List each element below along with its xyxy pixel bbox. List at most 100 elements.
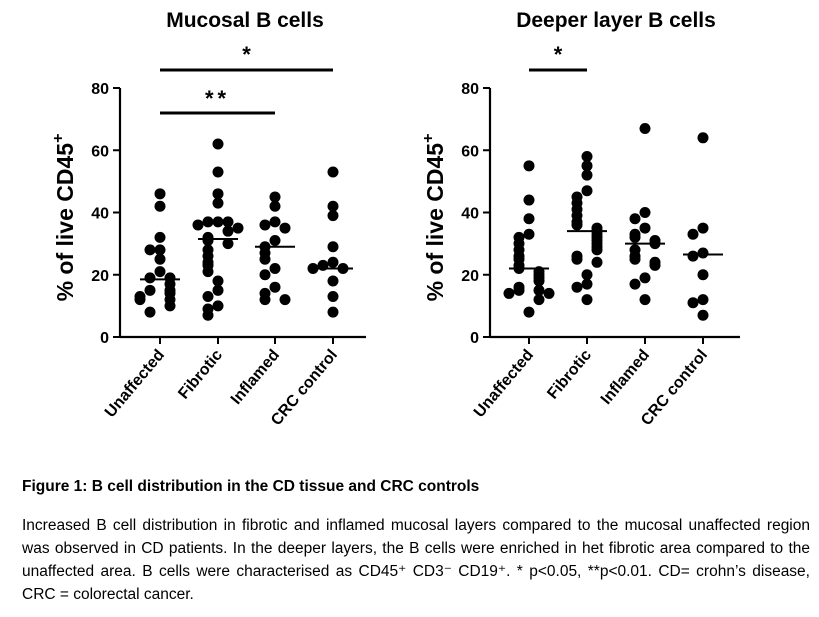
y-tick-label: 0 bbox=[100, 330, 109, 347]
x-tick-label: Inflamed bbox=[598, 347, 653, 408]
data-point bbox=[144, 306, 156, 318]
data-point bbox=[571, 253, 583, 265]
data-point bbox=[269, 200, 281, 212]
data-point bbox=[523, 306, 535, 318]
data-point bbox=[202, 291, 214, 303]
data-point bbox=[259, 294, 271, 306]
data-point bbox=[629, 253, 641, 265]
data-point bbox=[523, 213, 535, 225]
y-axis-title: % of live CD45+ bbox=[420, 134, 448, 302]
data-point bbox=[327, 291, 339, 303]
data-point bbox=[687, 228, 699, 240]
data-point bbox=[629, 278, 641, 290]
data-point bbox=[144, 272, 156, 284]
data-point bbox=[269, 191, 281, 203]
data-point bbox=[212, 300, 224, 312]
caption-title: Figure 1: B cell distribution in the CD … bbox=[22, 478, 480, 495]
data-point bbox=[639, 272, 651, 284]
data-point bbox=[591, 256, 603, 268]
data-point bbox=[222, 225, 234, 237]
figure-panels: Mucosal B cells % of live CD45+ 0 20 40 60 80 U… bbox=[50, 9, 740, 429]
data-point bbox=[533, 294, 545, 306]
data-point bbox=[154, 244, 166, 256]
data-point bbox=[259, 269, 271, 281]
data-point bbox=[212, 138, 224, 150]
data-point bbox=[269, 281, 281, 293]
data-point bbox=[222, 216, 234, 228]
data-point bbox=[629, 213, 641, 225]
data-point bbox=[192, 219, 204, 231]
data-point bbox=[144, 284, 156, 296]
data-point bbox=[697, 309, 709, 321]
x-tick-label: Inflamed bbox=[228, 347, 283, 408]
data-point bbox=[581, 278, 593, 290]
data-point bbox=[523, 194, 535, 206]
x-tick-label: Fibrotic bbox=[544, 347, 595, 403]
y-tick-label: 0 bbox=[470, 330, 479, 347]
data-point bbox=[649, 259, 661, 271]
data-point bbox=[212, 166, 224, 178]
y-tick-label: 80 bbox=[461, 81, 479, 98]
data-point bbox=[581, 160, 593, 172]
figure-caption: Figure 1: B cell distribution in the CD … bbox=[22, 478, 810, 606]
significance-label: ** bbox=[205, 86, 230, 111]
data-point bbox=[543, 287, 555, 299]
data-point bbox=[212, 275, 224, 287]
data-point bbox=[202, 266, 214, 278]
data-point bbox=[571, 219, 583, 231]
significance-label: * bbox=[554, 42, 563, 67]
data-point bbox=[571, 281, 583, 293]
data-point bbox=[212, 188, 224, 200]
y-tick-label: 60 bbox=[461, 143, 479, 160]
data-point bbox=[697, 294, 709, 306]
data-point bbox=[164, 300, 176, 312]
y-tick-label: 40 bbox=[461, 206, 479, 223]
data-point bbox=[279, 222, 291, 234]
data-point bbox=[591, 244, 603, 256]
data-point bbox=[327, 210, 339, 222]
data-point bbox=[259, 253, 271, 265]
data-point bbox=[327, 166, 339, 178]
data-point bbox=[629, 231, 641, 243]
data-point bbox=[639, 207, 651, 218]
data-point bbox=[581, 269, 593, 281]
data-point bbox=[269, 235, 281, 247]
data-point bbox=[697, 247, 709, 259]
data-point bbox=[154, 188, 166, 200]
data-point bbox=[327, 306, 339, 318]
data-point bbox=[259, 219, 271, 231]
x-tick-label: Fibrotic bbox=[175, 347, 226, 403]
y-tick-label: 60 bbox=[91, 143, 109, 160]
data-point bbox=[697, 132, 709, 144]
data-point bbox=[639, 222, 651, 234]
data-point bbox=[212, 197, 224, 209]
x-tick-label: Unaffected bbox=[102, 347, 168, 421]
data-point bbox=[503, 287, 515, 299]
data-point bbox=[533, 284, 545, 296]
data-point bbox=[327, 200, 339, 212]
data-point bbox=[639, 294, 651, 306]
data-point bbox=[687, 250, 699, 262]
y-tick-label: 80 bbox=[91, 81, 109, 98]
data-point bbox=[697, 269, 709, 281]
scatter-dot-plots: Mucosal B cells % of live CD45+ 0 20 40 60 80 U… bbox=[50, 9, 740, 429]
chart-title: Mucosal B cells bbox=[166, 9, 324, 32]
data-point bbox=[134, 294, 146, 306]
data-point bbox=[533, 275, 545, 287]
data-point bbox=[513, 284, 525, 296]
data-point bbox=[269, 216, 281, 228]
y-tick-label: 20 bbox=[461, 268, 479, 285]
significance-label: * bbox=[242, 42, 251, 67]
data-point bbox=[144, 244, 156, 256]
data-point bbox=[581, 150, 593, 162]
data-point bbox=[639, 122, 651, 134]
data-point bbox=[222, 238, 234, 250]
data-point bbox=[279, 294, 291, 306]
data-point bbox=[523, 160, 535, 172]
data-point bbox=[581, 294, 593, 306]
data-point bbox=[232, 222, 244, 234]
data-point bbox=[154, 253, 166, 265]
data-point bbox=[581, 169, 593, 181]
data-point bbox=[269, 263, 281, 275]
chart-panel-2: Deeper layer B cells % of live CD45+ 0 20 40… bbox=[420, 9, 740, 429]
